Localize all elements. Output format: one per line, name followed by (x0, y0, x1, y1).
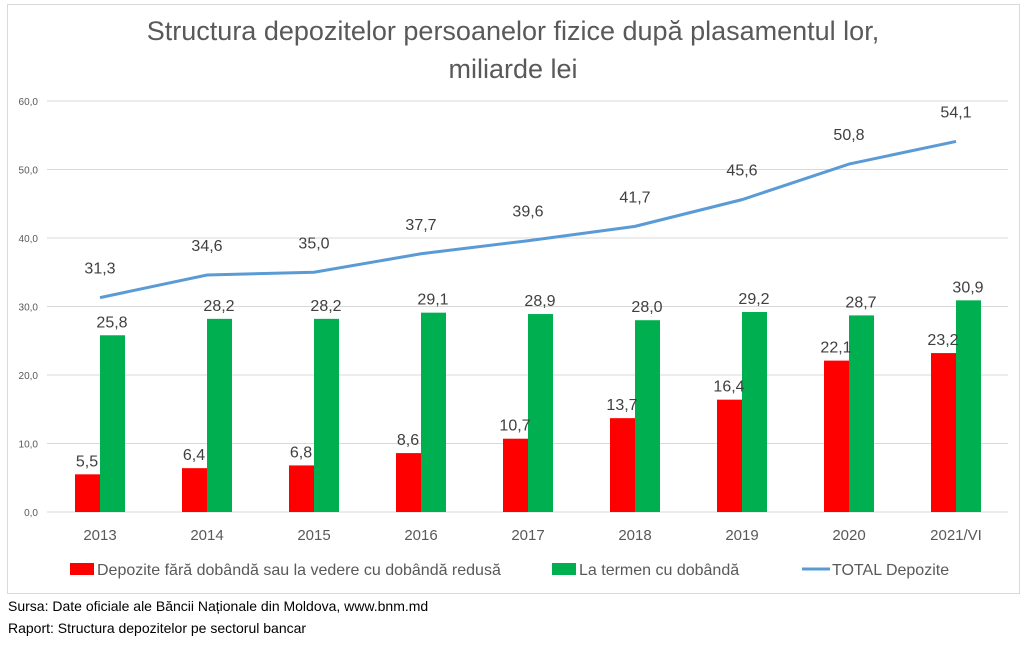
legend-swatch-green (552, 563, 576, 575)
bar-red (717, 399, 742, 512)
x-tick-label: 2015 (297, 527, 330, 544)
data-label-total: 34,6 (191, 238, 222, 255)
data-label-total: 35,0 (298, 235, 329, 252)
data-label-red: 6,4 (183, 447, 205, 464)
bar-red (931, 353, 956, 512)
x-tick-label: 2013 (83, 527, 116, 544)
chart: Structura depozitelor persoanelor fizice… (19, 16, 1008, 579)
chart-frame (7, 4, 1020, 594)
line-total (99, 139, 957, 300)
x-tick-label: 2019 (725, 527, 758, 544)
bar-red (75, 474, 100, 512)
y-tick-label: 30,0 (19, 303, 39, 314)
data-label-green: 29,2 (738, 291, 769, 308)
x-tick-label: 2021/VI (930, 527, 982, 544)
source-line: Sursa: Date oficiale ale Băncii Național… (8, 598, 429, 614)
chart-title-line1: Structura depozitelor persoanelor fizice… (147, 16, 879, 46)
legend-swatch-red (70, 563, 94, 575)
data-label-green: 28,2 (310, 298, 341, 315)
x-tick-label: 2018 (618, 527, 651, 544)
y-tick-label: 20,0 (19, 371, 39, 382)
data-label-red: 5,5 (76, 453, 98, 470)
y-tick-label: 60,0 (19, 97, 39, 108)
data-label-red: 22,1 (820, 340, 851, 357)
data-label-total: 31,3 (84, 261, 115, 278)
bar-red (182, 468, 207, 512)
data-label-red: 6,8 (290, 444, 312, 461)
chart-title-line2: miliarde lei (448, 54, 577, 84)
data-label-red: 10,7 (499, 418, 530, 435)
data-label-red: 8,6 (397, 432, 419, 449)
y-tick-label: 10,0 (19, 440, 39, 451)
bar-green (956, 300, 981, 512)
bar-green (742, 311, 767, 512)
data-label-green: 28,7 (845, 294, 876, 311)
data-label-total: 50,8 (833, 127, 864, 144)
data-label-total: 41,7 (619, 189, 650, 206)
data-label-total: 45,6 (726, 163, 757, 180)
bar-red (824, 360, 849, 512)
data-label-total: 37,7 (405, 217, 436, 234)
x-tick-label: 2016 (404, 527, 437, 544)
legend-label-red: Depozite fără dobândă sau la vedere cu d… (97, 562, 501, 579)
data-label-green: 28,0 (631, 299, 662, 316)
data-label-red: 16,4 (713, 379, 744, 396)
data-label-green: 29,1 (417, 292, 448, 309)
bar-red (610, 418, 635, 512)
bar-red (289, 465, 314, 512)
y-tick-label: 40,0 (19, 234, 39, 245)
bar-red (396, 453, 421, 512)
data-label-green: 30,9 (952, 279, 983, 296)
data-label-green: 28,9 (524, 293, 555, 310)
x-tick-label: 2017 (511, 527, 544, 544)
bar-green (849, 315, 874, 512)
data-label-red: 23,2 (927, 332, 958, 349)
legend-label-total: TOTAL Depozite (832, 562, 949, 579)
data-label-green: 25,8 (96, 314, 127, 331)
legend-label-green: La termen cu dobândă (579, 562, 739, 579)
x-tick-label: 2020 (832, 527, 865, 544)
bar-green (207, 318, 232, 512)
bar-green (421, 312, 446, 512)
y-tick-label: 50,0 (19, 166, 39, 177)
data-label-red: 13,7 (606, 397, 637, 414)
bar-red (503, 438, 528, 512)
y-tick-label: 0,0 (24, 508, 38, 519)
x-tick-label: 2014 (190, 527, 223, 544)
data-label-total: 39,6 (512, 204, 543, 221)
bar-green (100, 335, 125, 512)
data-label-total: 54,1 (940, 104, 971, 121)
bar-green (528, 314, 553, 512)
report-line: Raport: Structura depozitelor pe sectoru… (8, 620, 307, 636)
bar-green (314, 318, 339, 512)
bar-green (635, 320, 660, 512)
data-label-green: 28,2 (203, 298, 234, 315)
